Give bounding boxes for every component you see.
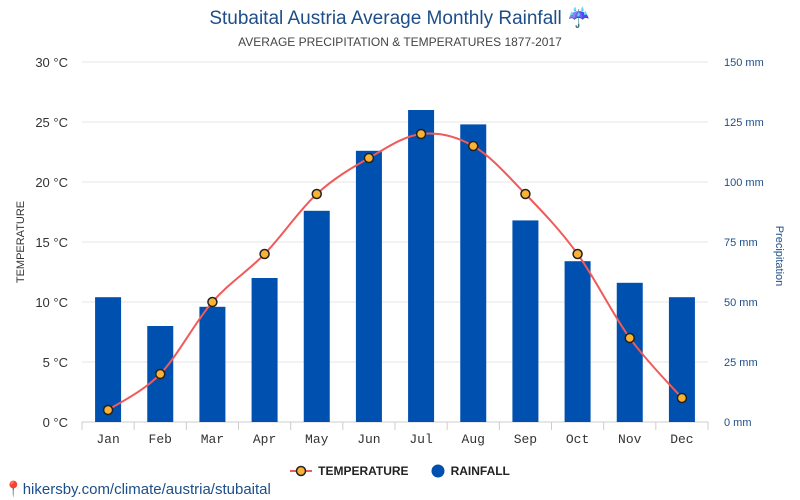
- temperature-point: [572, 248, 583, 260]
- temperature-point: [415, 128, 427, 140]
- y-left-tick-label: 20 °C: [35, 175, 68, 190]
- legend-rainfall-label: RAINFALL: [450, 464, 510, 478]
- legend-temperature[interactable]: TEMPERATURE: [290, 464, 409, 478]
- chart-subtitle: AVERAGE PRECIPITATION & TEMPERATURES 187…: [238, 35, 562, 49]
- x-tick-label: Jan: [96, 432, 119, 447]
- temperature-point: [363, 152, 375, 164]
- temperature-point: [102, 404, 114, 416]
- rainfall-bar: [251, 278, 278, 422]
- temperature-point: [155, 368, 166, 380]
- temperature-point: [520, 188, 531, 200]
- y-right-tick-label: 0 mm: [724, 417, 752, 429]
- legend-rainfall[interactable]: RAINFALL: [431, 464, 510, 478]
- rainfall-bar: [512, 220, 539, 422]
- y-right-axis-label: Precipitation: [773, 226, 785, 287]
- y-right-tick-label: 50 mm: [724, 297, 758, 309]
- rainfall-bar: [668, 297, 695, 422]
- y-right-tick-label: 150 mm: [724, 57, 764, 69]
- x-tick-label: Jun: [357, 432, 380, 447]
- x-tick-label: Apr: [253, 432, 276, 447]
- legend: TEMPERATURE RAINFALL: [0, 464, 800, 478]
- y-left-tick-label: 5 °C: [43, 355, 68, 370]
- y-left-tick-label: 25 °C: [35, 115, 68, 130]
- map-pin-icon: 📍: [4, 481, 23, 498]
- footer-text[interactable]: hikersby.com/climate/austria/stubaital: [22, 481, 271, 498]
- rainfall-bar: [303, 210, 330, 422]
- umbrella-rain-icon: ☔: [567, 8, 591, 29]
- rainfall-bar: [460, 124, 487, 423]
- line-marker-icon: [290, 465, 313, 477]
- y-left-tick-label: 15 °C: [35, 235, 68, 250]
- y-left-axis-label: TEMPERATURE: [15, 201, 27, 283]
- y-left-tick-label: 30 °C: [35, 55, 68, 70]
- temperature-point: [311, 188, 322, 200]
- x-tick-label: Jul: [409, 432, 433, 447]
- footer-link[interactable]: 📍hikersby.com/climate/austria/stubaital: [4, 480, 271, 498]
- x-tick-label: May: [305, 432, 329, 447]
- temperature-point: [259, 248, 270, 260]
- rainfall-bar: [95, 297, 122, 422]
- rainfall-bar: [355, 150, 382, 423]
- x-tick-label: Oct: [566, 432, 589, 447]
- rainfall-bar: [199, 306, 226, 422]
- rainfall-bar: [564, 261, 591, 422]
- rainfall-bar: [616, 282, 643, 422]
- y-right-tick-label: 100 mm: [724, 177, 764, 189]
- y-right-tick-label: 75 mm: [724, 237, 758, 249]
- circle-marker-icon: [431, 464, 445, 478]
- legend-temperature-label: TEMPERATURE: [318, 464, 409, 478]
- rainfall-bar: [408, 110, 435, 422]
- x-tick-label: Sep: [514, 432, 537, 447]
- y-right-tick-label: 25 mm: [724, 357, 758, 369]
- x-tick-label: Feb: [149, 432, 172, 447]
- x-tick-label: Aug: [462, 432, 485, 447]
- temperature-point: [624, 332, 635, 344]
- x-tick-label: Mar: [201, 432, 224, 447]
- y-right-tick-label: 125 mm: [724, 117, 764, 129]
- chart-title: Stubaital Austria Average Monthly Rainfa…: [209, 8, 591, 29]
- temperature-point: [468, 140, 479, 152]
- temperature-point: [676, 392, 688, 404]
- temperature-point: [207, 296, 218, 308]
- y-left-tick-label: 10 °C: [35, 295, 68, 310]
- temperature-line: [107, 132, 683, 411]
- x-tick-label: Nov: [618, 432, 642, 447]
- x-tick-label: Dec: [670, 432, 693, 447]
- y-left-tick-label: 0 °C: [43, 415, 68, 430]
